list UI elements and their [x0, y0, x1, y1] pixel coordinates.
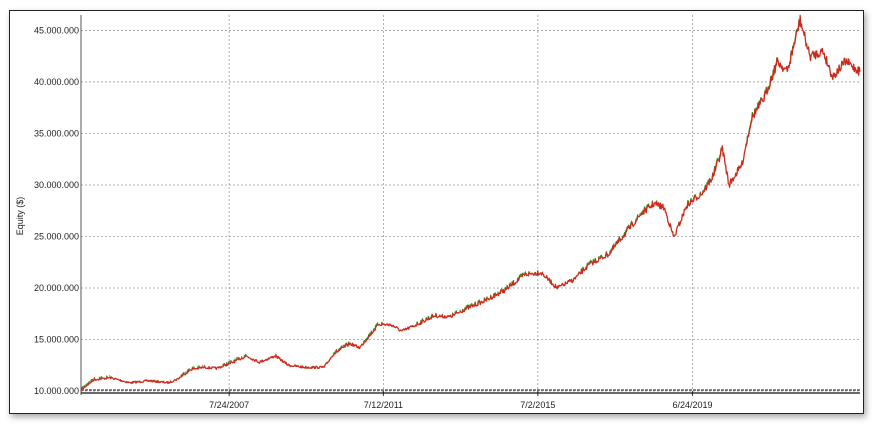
y-tick-label: 25.000.000 [34, 231, 79, 241]
chart-frame: 10.000.000 15.000.000 20.000.000 25.000.000… [9, 10, 864, 414]
y-tick-label: 30.000.000 [34, 180, 79, 190]
gridlines [81, 15, 860, 392]
y-tick-label: 40.000.000 [34, 77, 79, 87]
x-tick-label: 6/24/2019 [672, 400, 712, 410]
equity-chart: 10.000.000 15.000.000 20.000.000 25.000.000… [15, 14, 861, 410]
x-tick-label: 7/12/2011 [364, 400, 403, 410]
equity-series [80, 14, 861, 391]
x-tick-label: 7/2/2015 [520, 400, 555, 410]
x-tick-label: 7/24/2007 [209, 400, 249, 410]
y-tick-label: 35.000.000 [34, 128, 79, 138]
equity-line [80, 15, 861, 391]
y-tick-label: 20.000.000 [34, 283, 79, 293]
y-tick-label: 10.000.000 [34, 386, 79, 396]
axes: 10.000.000 15.000.000 20.000.000 25.000.000… [34, 15, 860, 410]
y-tick-label: 45.000.000 [34, 25, 79, 35]
y-axis-title: Equity ($) [15, 197, 25, 236]
y-tick-label: 15.000.000 [34, 334, 79, 344]
